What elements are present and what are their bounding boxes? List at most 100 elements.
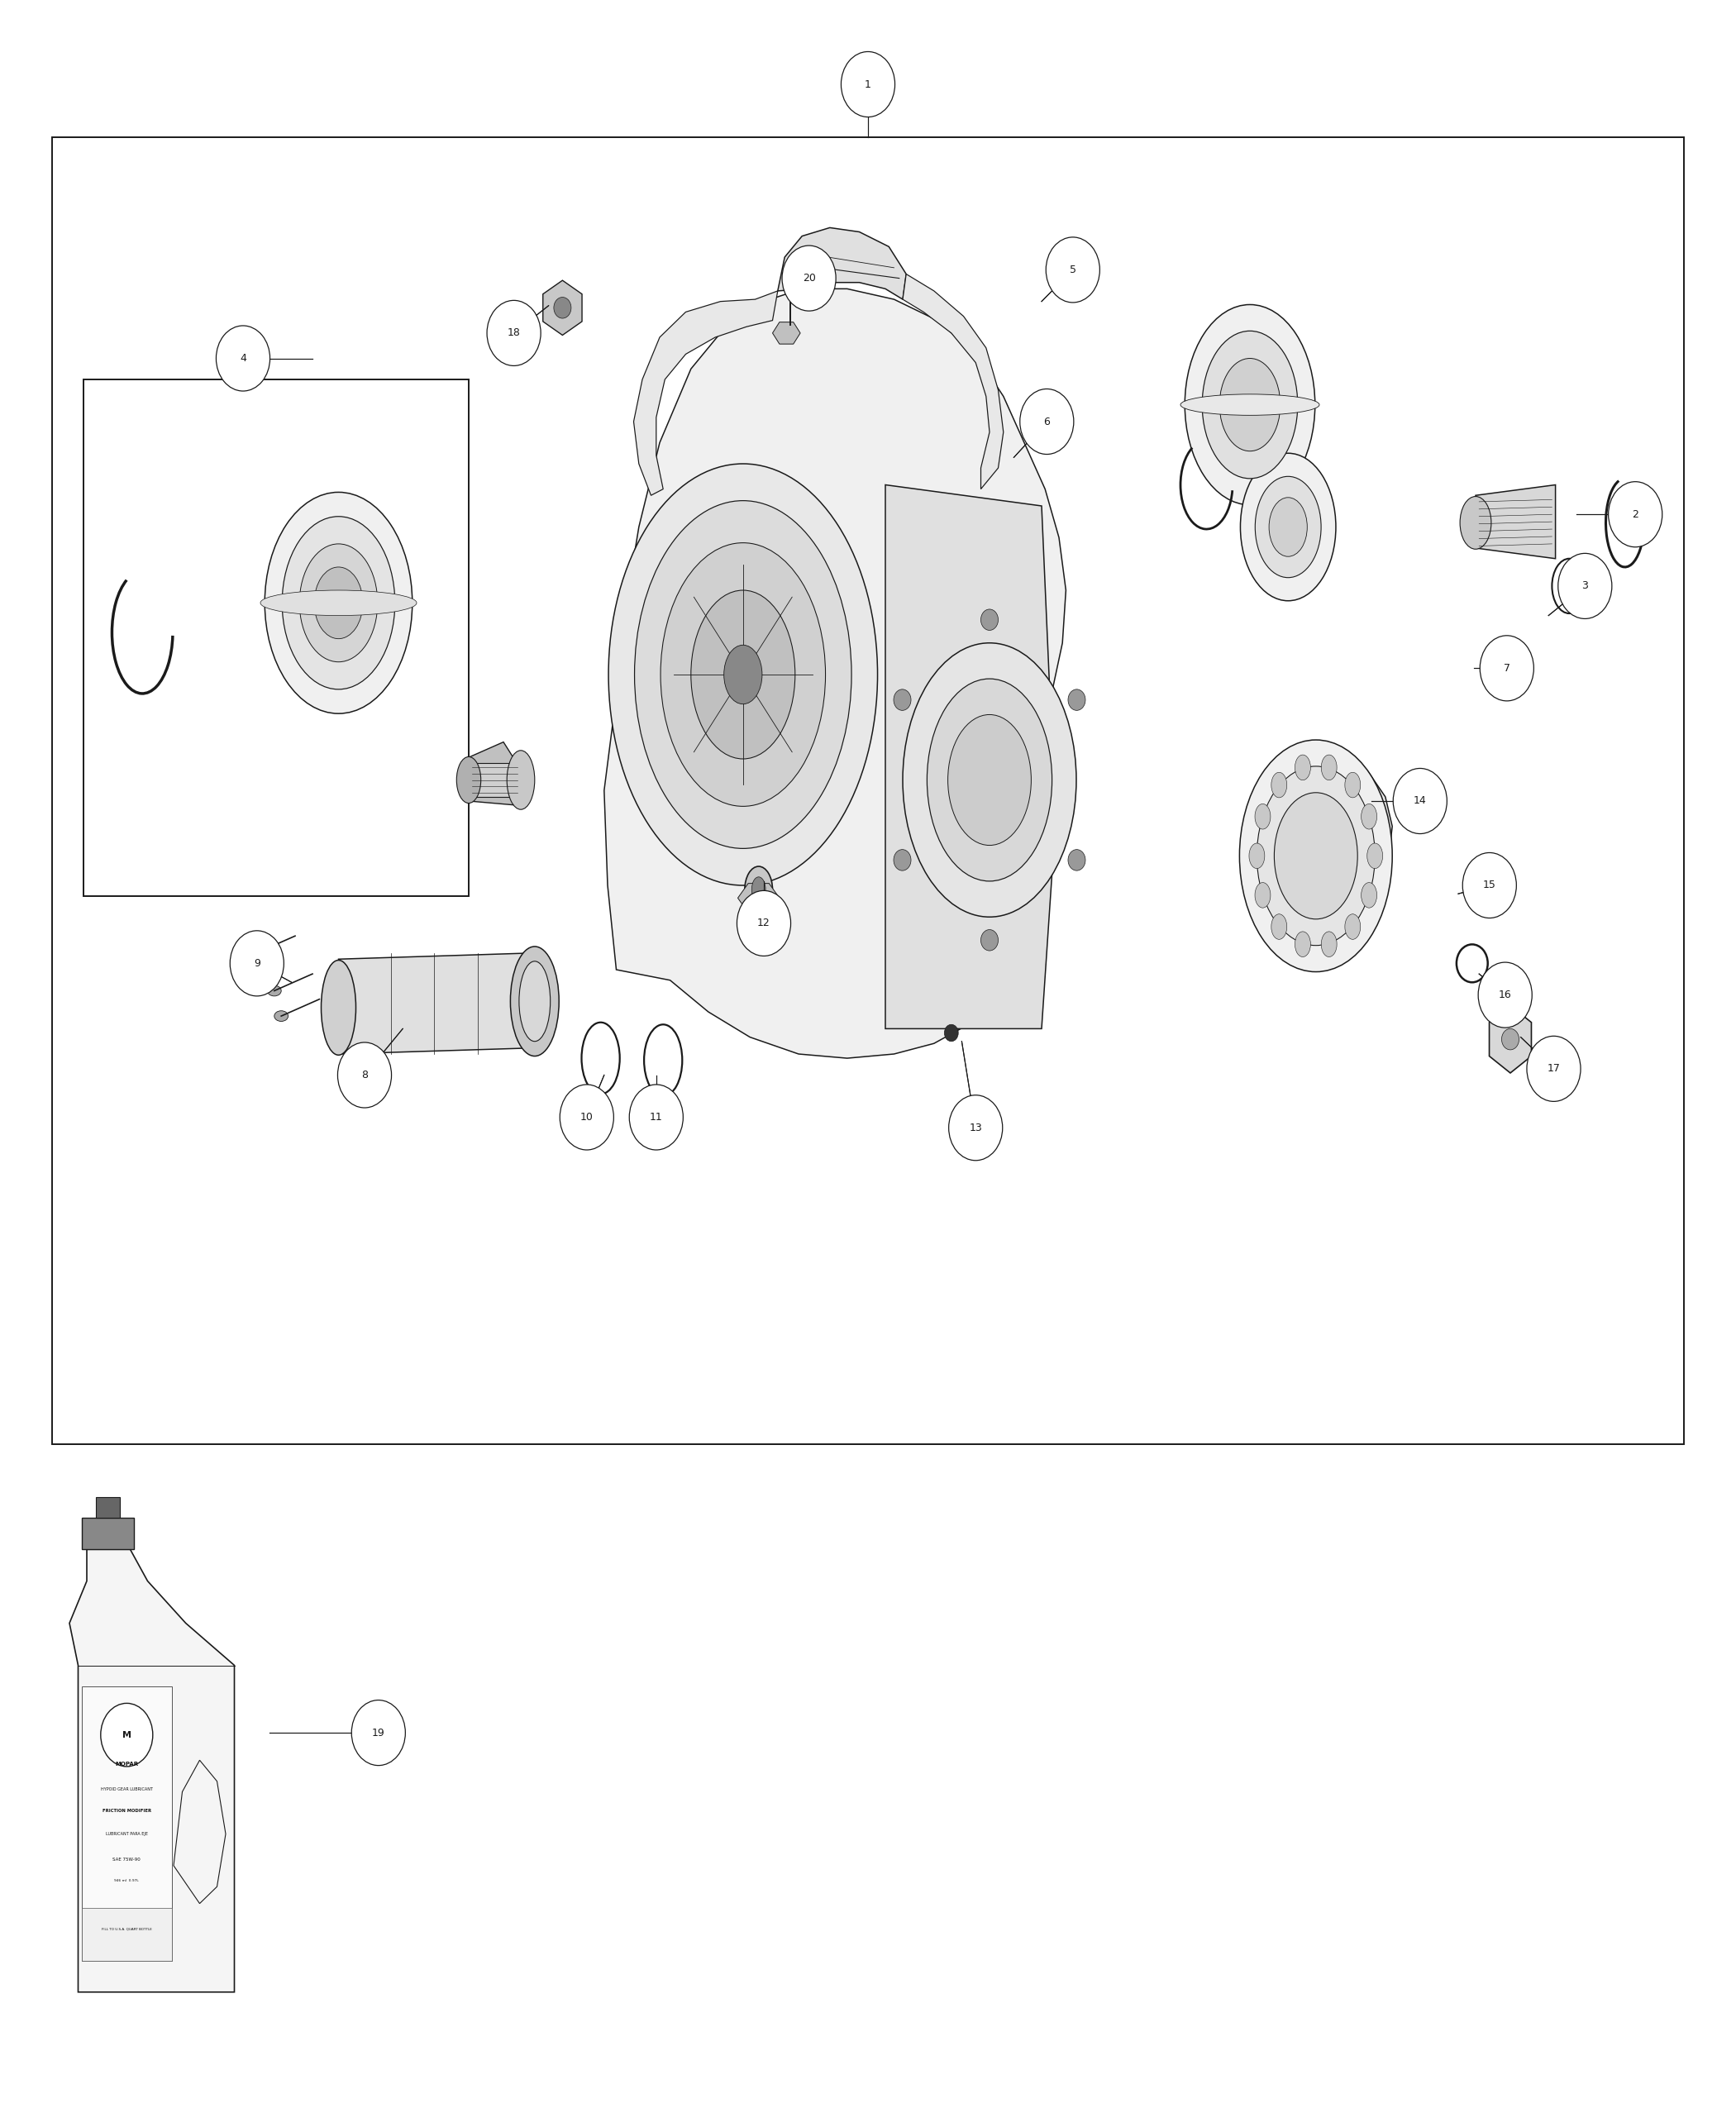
- Ellipse shape: [981, 609, 998, 630]
- Ellipse shape: [507, 750, 535, 809]
- Ellipse shape: [274, 1012, 288, 1020]
- Polygon shape: [82, 1908, 172, 1960]
- Text: 16: 16: [1498, 989, 1512, 1001]
- Polygon shape: [82, 1518, 134, 1549]
- Ellipse shape: [894, 689, 911, 710]
- Ellipse shape: [660, 542, 826, 805]
- Polygon shape: [95, 1497, 120, 1518]
- Text: M: M: [122, 1731, 132, 1739]
- Ellipse shape: [745, 866, 773, 913]
- Circle shape: [1608, 483, 1661, 548]
- Text: FRICTION MODIFIER: FRICTION MODIFIER: [102, 1809, 151, 1813]
- Ellipse shape: [608, 464, 877, 885]
- Ellipse shape: [1257, 767, 1375, 946]
- Circle shape: [736, 890, 790, 957]
- Ellipse shape: [1201, 331, 1299, 479]
- Polygon shape: [885, 485, 1055, 1029]
- Ellipse shape: [519, 961, 550, 1041]
- Ellipse shape: [1255, 803, 1271, 828]
- Bar: [52, 137, 1684, 1444]
- Ellipse shape: [314, 567, 363, 639]
- Circle shape: [337, 1041, 392, 1109]
- Ellipse shape: [1295, 755, 1311, 780]
- Polygon shape: [543, 280, 582, 335]
- Polygon shape: [1267, 763, 1392, 938]
- Ellipse shape: [948, 715, 1031, 845]
- Text: 10: 10: [580, 1111, 594, 1124]
- Ellipse shape: [250, 949, 264, 957]
- Ellipse shape: [1269, 497, 1307, 557]
- Circle shape: [781, 245, 837, 312]
- Ellipse shape: [944, 1024, 958, 1041]
- Ellipse shape: [457, 757, 481, 803]
- Ellipse shape: [321, 959, 356, 1054]
- Ellipse shape: [1460, 497, 1491, 550]
- Circle shape: [1479, 961, 1531, 1029]
- Polygon shape: [1489, 1006, 1531, 1073]
- Ellipse shape: [1068, 689, 1085, 710]
- Circle shape: [840, 51, 896, 118]
- Polygon shape: [738, 883, 779, 913]
- Ellipse shape: [1345, 915, 1361, 940]
- Ellipse shape: [1321, 932, 1337, 957]
- Circle shape: [1392, 769, 1446, 835]
- Text: 6: 6: [1043, 415, 1050, 428]
- Circle shape: [1526, 1035, 1580, 1100]
- Circle shape: [486, 301, 542, 367]
- Text: 4: 4: [240, 352, 247, 365]
- Ellipse shape: [1240, 740, 1392, 972]
- Text: 8: 8: [361, 1069, 368, 1081]
- Text: 1: 1: [865, 78, 871, 91]
- Ellipse shape: [894, 850, 911, 871]
- Circle shape: [1462, 852, 1517, 919]
- Ellipse shape: [101, 1703, 153, 1767]
- Text: 20: 20: [802, 272, 816, 285]
- Polygon shape: [903, 274, 1003, 489]
- Text: 7: 7: [1503, 662, 1510, 675]
- Ellipse shape: [691, 590, 795, 759]
- Circle shape: [215, 325, 271, 392]
- Ellipse shape: [260, 590, 417, 616]
- Text: FILL TO U.S.A. QUART BOTTLE: FILL TO U.S.A. QUART BOTTLE: [102, 1927, 151, 1931]
- Ellipse shape: [1271, 772, 1286, 797]
- Ellipse shape: [1068, 850, 1085, 871]
- Circle shape: [1021, 388, 1073, 455]
- Text: 18: 18: [507, 327, 521, 339]
- Text: 14: 14: [1413, 795, 1427, 807]
- Ellipse shape: [1248, 843, 1264, 868]
- Polygon shape: [634, 291, 778, 495]
- Ellipse shape: [1361, 883, 1377, 909]
- Ellipse shape: [510, 946, 559, 1056]
- Ellipse shape: [1180, 394, 1319, 415]
- Polygon shape: [778, 228, 906, 299]
- Text: 946 ml  0.97L: 946 ml 0.97L: [115, 1878, 139, 1882]
- Ellipse shape: [1368, 843, 1384, 868]
- Ellipse shape: [1502, 1029, 1519, 1050]
- Circle shape: [1559, 554, 1613, 620]
- Ellipse shape: [1184, 304, 1316, 506]
- Ellipse shape: [1345, 772, 1361, 797]
- Ellipse shape: [1274, 793, 1358, 919]
- Text: 17: 17: [1547, 1062, 1561, 1075]
- Text: 2: 2: [1632, 508, 1639, 521]
- Circle shape: [1045, 238, 1101, 304]
- Ellipse shape: [724, 645, 762, 704]
- Ellipse shape: [299, 544, 378, 662]
- Bar: [83, 379, 469, 896]
- Ellipse shape: [1295, 932, 1311, 957]
- Text: LUBRICANT PARA EJE: LUBRICANT PARA EJE: [106, 1832, 148, 1836]
- Text: 9: 9: [253, 957, 260, 970]
- Ellipse shape: [1271, 915, 1286, 940]
- Text: 19: 19: [372, 1726, 385, 1739]
- Circle shape: [950, 1096, 1003, 1159]
- Polygon shape: [604, 289, 1066, 1058]
- Text: 5: 5: [1069, 264, 1076, 276]
- Circle shape: [628, 1084, 682, 1151]
- Polygon shape: [773, 323, 800, 344]
- Ellipse shape: [903, 643, 1076, 917]
- Ellipse shape: [281, 516, 396, 689]
- Polygon shape: [465, 742, 521, 805]
- Ellipse shape: [1219, 358, 1281, 451]
- Ellipse shape: [927, 679, 1052, 881]
- Ellipse shape: [1361, 803, 1377, 828]
